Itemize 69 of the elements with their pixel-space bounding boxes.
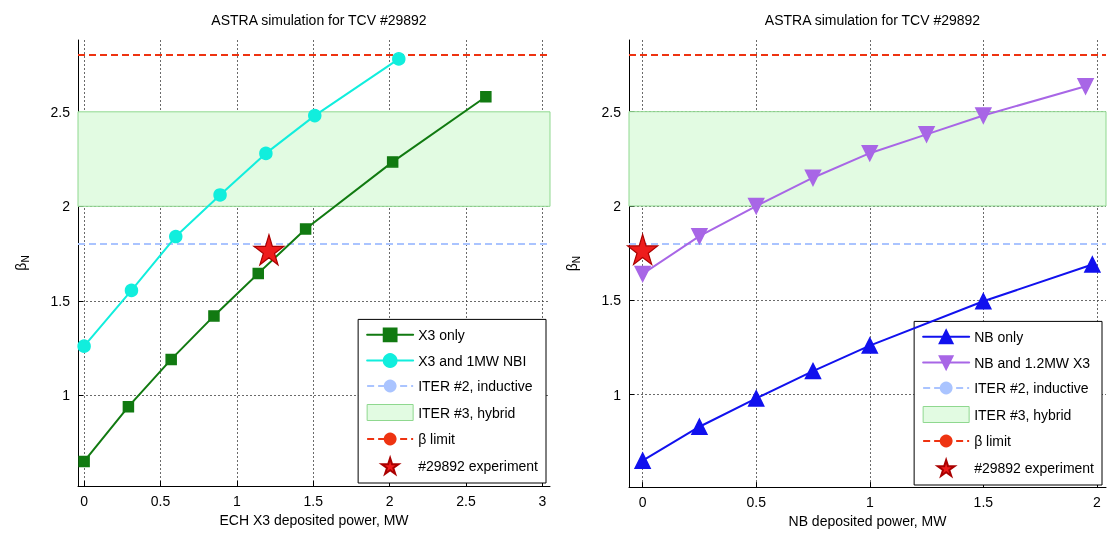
chart-title: ASTRA simulation for TCV #29892: [211, 12, 427, 28]
legend-label: ITER #2, inductive: [974, 380, 1089, 396]
x-tick-label: 1: [865, 494, 874, 511]
point: [77, 339, 91, 353]
point: [1077, 77, 1094, 95]
point: [308, 108, 322, 123]
legend-label: X3 and 1MW NBI: [418, 352, 527, 369]
legend-label: ITER #2, inductive: [418, 378, 533, 394]
x-tick-label: 0.5: [746, 494, 767, 511]
point: [627, 233, 659, 265]
point: [804, 169, 822, 186]
point: [804, 362, 822, 380]
legend-label: β limit: [418, 431, 456, 447]
legend-label: X3 only: [418, 326, 465, 343]
legend-label: ITER #3, hybrid: [418, 404, 516, 421]
point: [975, 107, 992, 124]
point: [747, 197, 765, 215]
x-tick-label: 0: [80, 493, 89, 509]
x-tick-label: 2: [385, 493, 394, 509]
x-axis-title: NB deposited power, MW: [788, 513, 948, 529]
x-tick-label: 0: [638, 494, 647, 511]
point: [299, 223, 312, 235]
legend-label: NB only: [974, 328, 1024, 345]
point: [634, 452, 651, 469]
x-tick-label: 1.5: [303, 493, 324, 509]
x-tick-label: 1: [232, 493, 241, 509]
legend-label: #29892 experiment: [974, 460, 1095, 476]
point: [747, 390, 765, 407]
y-tick-label: 1: [62, 387, 71, 404]
point: [213, 188, 227, 202]
point: [861, 144, 879, 162]
y-tick-label: 1.5: [50, 292, 71, 309]
y-tick-label: 1.5: [601, 292, 622, 309]
y-axis-title: βN: [13, 255, 31, 271]
x-tick-label: 3: [538, 493, 547, 509]
x-tick-label: 1.5: [973, 494, 994, 511]
legend-label: NB and 1.2MW X3: [974, 354, 1091, 371]
point: [691, 418, 708, 435]
point: [124, 283, 139, 298]
point: [386, 156, 399, 168]
point: [169, 229, 183, 244]
point: [208, 310, 220, 322]
point: [691, 227, 708, 245]
y-tick-label: 2: [613, 198, 622, 215]
legend-label: β limit: [974, 433, 1012, 449]
point: [122, 400, 135, 413]
legend-label: ITER #3, hybrid: [974, 406, 1072, 423]
point: [918, 126, 935, 143]
x-tick-label: 2: [1093, 494, 1102, 511]
point: [861, 337, 879, 354]
point: [78, 455, 90, 468]
y-tick-label: 2.5: [50, 103, 71, 120]
x-tick-label: 2.5: [456, 493, 476, 509]
point: [253, 234, 285, 266]
legend-label: #29892 experiment: [418, 458, 539, 474]
point: [392, 52, 406, 66]
point: [975, 293, 992, 310]
point: [1084, 256, 1101, 273]
x-axis-title: ECH X3 deposited power, MW: [219, 511, 410, 528]
y-tick-label: 2.5: [601, 103, 622, 120]
chart-title: ASTRA simulation for TCV #29892: [764, 12, 981, 28]
point: [165, 353, 177, 366]
point: [259, 146, 273, 161]
point: [252, 267, 264, 280]
point: [634, 265, 651, 283]
y-tick-label: 1: [613, 386, 622, 403]
x-tick-label: 0.5: [150, 493, 171, 509]
y-tick-label: 2: [62, 198, 71, 215]
point: [480, 90, 492, 103]
